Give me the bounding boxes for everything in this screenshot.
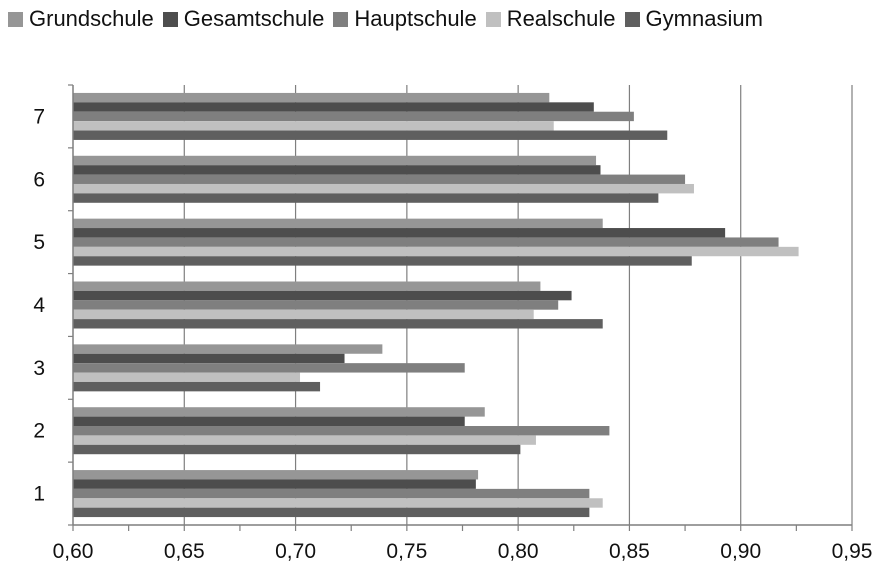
bar-gymnasium-1 xyxy=(73,507,590,518)
legend-swatch-hauptschule xyxy=(333,11,349,27)
bar-realschule-7 xyxy=(73,121,554,131)
bar-gymnasium-3 xyxy=(73,381,321,392)
bar-grundschule-1 xyxy=(73,470,479,480)
bar-gesamtschule-5 xyxy=(73,228,726,238)
legend-swatch-realschule xyxy=(485,11,501,27)
legend-item-gymnasium: Gymnasium xyxy=(624,6,763,32)
bar-grundschule-2 xyxy=(73,407,485,417)
bar-realschule-2 xyxy=(73,435,536,445)
legend-swatch-gymnasium xyxy=(624,11,640,27)
legend-swatch-gesamtschule xyxy=(162,11,178,27)
x-tick-label-0: 0,60 xyxy=(53,540,94,563)
legend: Grundschule Gesamtschule Hauptschule Rea… xyxy=(8,4,772,34)
legend-item-grundschule: Grundschule xyxy=(8,6,154,32)
bar-gymnasium-6 xyxy=(73,193,659,203)
bar-hauptschule-7 xyxy=(73,111,634,122)
x-tick-label-4: 0,80 xyxy=(498,540,539,563)
bar-grundschule-4 xyxy=(73,281,541,291)
y-tick-label-4: 4 xyxy=(33,294,45,317)
bar-realschule-5 xyxy=(73,246,799,257)
bar-realschule-1 xyxy=(73,498,603,508)
x-tick-label-6: 0,90 xyxy=(720,540,761,563)
legend-label-gesamtschule: Gesamtschule xyxy=(183,6,325,31)
legend-item-hauptschule: Hauptschule xyxy=(333,6,477,32)
y-tick-label-1: 1 xyxy=(33,483,45,506)
legend-item-gesamtschule: Gesamtschule xyxy=(162,6,325,32)
x-tick-label-2: 0,70 xyxy=(275,540,316,563)
bar-gymnasium-4 xyxy=(73,319,603,329)
legend-label-realschule: Realschule xyxy=(506,6,616,31)
y-tick-label-5: 5 xyxy=(33,231,45,254)
bar-realschule-3 xyxy=(73,372,301,382)
bar-gymnasium-2 xyxy=(73,444,521,455)
bar-hauptschule-2 xyxy=(73,426,610,436)
x-tick-label-5: 0,85 xyxy=(609,540,650,563)
bar-gymnasium-7 xyxy=(73,130,668,140)
bar-hauptschule-5 xyxy=(73,237,779,247)
legend-label-grundschule: Grundschule xyxy=(29,6,154,31)
bar-gesamtschule-4 xyxy=(73,290,572,301)
bar-grundschule-7 xyxy=(73,92,550,103)
bar-gesamtschule-1 xyxy=(73,479,476,489)
legend-swatch-grundschule xyxy=(8,11,23,27)
bar-grundschule-5 xyxy=(73,218,603,229)
legend-item-realschule: Realschule xyxy=(485,6,616,32)
bar-hauptschule-1 xyxy=(73,488,590,499)
y-tick-label-3: 3 xyxy=(33,357,45,380)
x-tick-label-3: 0,75 xyxy=(386,540,427,563)
x-tick-label-1: 0,65 xyxy=(164,540,205,563)
bar-hauptschule-4 xyxy=(73,300,559,310)
bar-gesamtschule-6 xyxy=(73,165,601,175)
bar-grundschule-3 xyxy=(73,344,383,354)
y-tick-label-2: 2 xyxy=(33,420,45,443)
bar-hauptschule-3 xyxy=(73,363,465,373)
bar-gesamtschule-3 xyxy=(73,353,345,364)
y-tick-label-7: 7 xyxy=(33,105,45,128)
y-tick-label-6: 6 xyxy=(33,168,45,191)
bar-gesamtschule-2 xyxy=(73,416,465,427)
legend-label-gymnasium: Gymnasium xyxy=(645,6,763,31)
x-tick-label-7: 0,95 xyxy=(832,540,873,563)
legend-label-hauptschule: Hauptschule xyxy=(354,6,477,31)
bar-gesamtschule-7 xyxy=(73,102,594,112)
bar-grundschule-6 xyxy=(73,155,597,166)
bar-hauptschule-6 xyxy=(73,174,686,184)
bar-gymnasium-5 xyxy=(73,256,692,266)
bar-realschule-6 xyxy=(73,183,694,194)
bar-realschule-4 xyxy=(73,309,534,320)
